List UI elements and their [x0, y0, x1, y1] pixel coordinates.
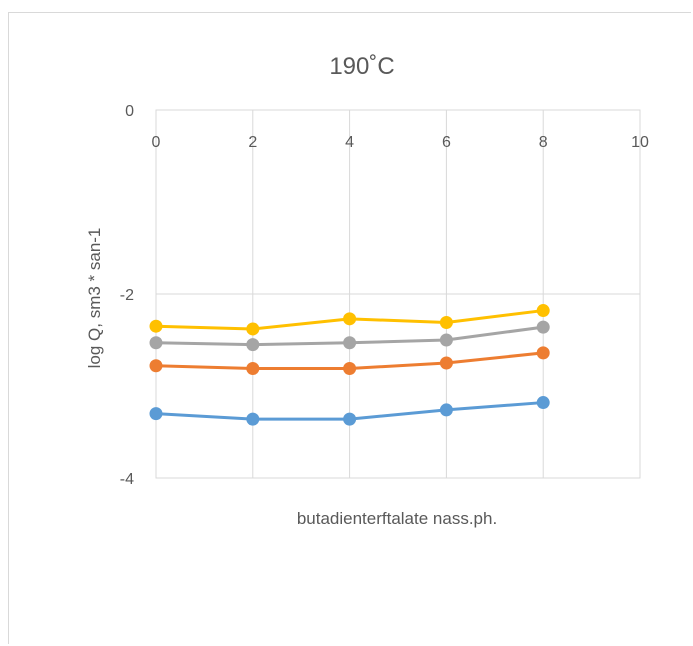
x-tick-label: 8 — [539, 134, 548, 151]
x-axis-label: butadienterftalate nass.ph. — [297, 509, 497, 528]
x-tick-label: 2 — [248, 134, 257, 151]
data-point — [343, 412, 357, 426]
data-point — [343, 336, 357, 350]
x-tick-label: 4 — [345, 134, 354, 151]
data-point — [149, 359, 163, 373]
series-group — [149, 304, 550, 426]
y-tick-label: -4 — [120, 471, 134, 488]
tick-labels: 0 -2 -4 0 2 4 6 8 10 — [120, 103, 649, 488]
data-point — [439, 316, 453, 330]
y-tick-label: -2 — [120, 287, 134, 304]
data-point — [536, 346, 550, 360]
data-point — [439, 333, 453, 347]
data-point — [246, 362, 260, 376]
gridlines — [155, 109, 641, 479]
data-point — [149, 336, 163, 350]
data-point — [149, 407, 163, 421]
data-point — [439, 356, 453, 370]
plot-area-border — [155, 109, 641, 479]
data-point — [439, 403, 453, 417]
chart-frame — [8, 12, 691, 644]
data-point — [343, 312, 357, 326]
axes — [155, 109, 641, 479]
data-point — [536, 304, 550, 318]
data-point — [149, 319, 163, 333]
data-point — [343, 362, 357, 376]
x-tick-label: 0 — [152, 134, 161, 151]
y-axis-label: log Q, sm3 * san-1 — [85, 228, 104, 369]
data-point — [246, 338, 260, 352]
data-point — [246, 322, 260, 336]
data-point — [536, 396, 550, 410]
x-tick-label: 10 — [631, 134, 649, 151]
chart-title: 190˚C — [329, 53, 394, 80]
y-tick-label: 0 — [125, 103, 134, 120]
x-tick-label: 6 — [442, 134, 451, 151]
data-point — [536, 320, 550, 334]
data-point — [246, 412, 260, 426]
